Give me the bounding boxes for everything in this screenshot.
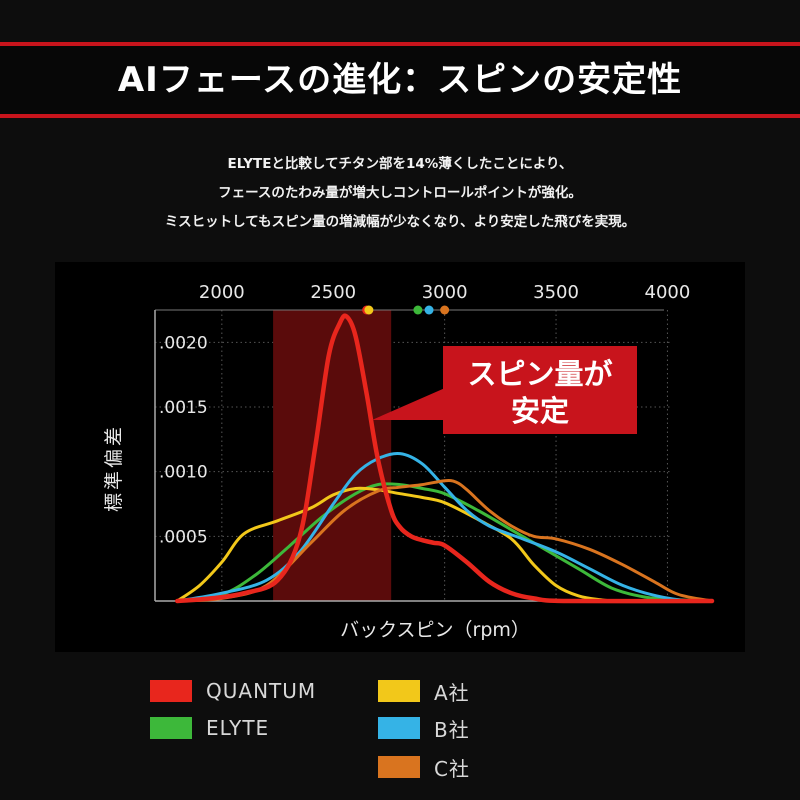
description-line-2: フェースのたわみ量が増大しコントロールポイントが強化。 [218,185,582,201]
chart-background [55,262,745,652]
legend-swatch-b [378,717,420,739]
legend-item-quantum: QUANTUM [150,678,316,704]
x-axis-label: バックスピン（rpm） [340,619,530,641]
mean-marker-b [424,305,434,315]
legend-label-quantum: QUANTUM [206,679,317,703]
callout: スピン量が 安定 [372,346,637,434]
title-band [0,42,800,118]
y-axis-label: 標準偏差 [103,424,125,512]
page-title: AIフェースの進化：スピンの安定性 [117,60,683,100]
y-tick-label: .0015 [159,398,208,418]
callout-pointer [372,388,445,420]
series-line-b [175,451,714,603]
series-line-a [175,486,714,603]
spin-distribution-chart: 2000 2500 3000 3500 4000 .0005 .0010 .0015 .0020… [55,262,745,652]
mean-marker-elyte [413,305,423,315]
x-tick-label: 4000 [645,282,691,303]
series-line-c [175,479,714,603]
legend-label-b: B社 [434,717,470,742]
description-line-1: ELYTEと比較してチタン部を14%薄くしたことにより、 [227,156,573,172]
x-tick-label: 3000 [422,282,468,303]
legend-item-b: B社 [378,715,470,742]
x-tick-label: 2500 [310,282,356,303]
legend-swatch-quantum [150,680,192,702]
callout-line-1: スピン量が [467,357,612,391]
axis-layer: 2000 2500 3000 3500 4000 .0005 .0010 .0015 .0020 [154,282,712,602]
callout-box [443,346,637,434]
mean-marker-layer [362,305,450,315]
mean-marker-c [440,305,450,315]
y-tick-label: .0010 [159,463,208,483]
legend-item-c: C社 [378,754,470,781]
legend-item-a: A社 [378,678,470,705]
legend-item-elyte: ELYTE [150,715,269,741]
x-tick-label: 2000 [199,282,245,303]
legend-swatch-a [378,680,420,702]
description: ELYTEと比較してチタン部を14%薄くしたことにより、 フェースのたわみ量が増… [0,150,800,237]
series-line-quantum [175,313,715,604]
legend-swatch-c [378,756,420,778]
legend-swatch-elyte [150,717,192,739]
y-tick-label: .0020 [159,333,208,353]
mean-marker-a [364,305,374,315]
legend-label-a: A社 [434,680,470,705]
series-line-elyte [175,482,714,603]
legend-label-c: C社 [434,756,470,781]
description-line-3: ミスヒットしてもスピン量の増減幅が少なくなり、より安定した飛びを実現。 [164,214,636,230]
callout-line-2: 安定 [511,394,569,428]
y-tick-label: .0005 [159,527,208,547]
x-tick-label: 3500 [533,282,579,303]
legend-label-elyte: ELYTE [206,716,270,740]
series-layer [175,313,715,604]
